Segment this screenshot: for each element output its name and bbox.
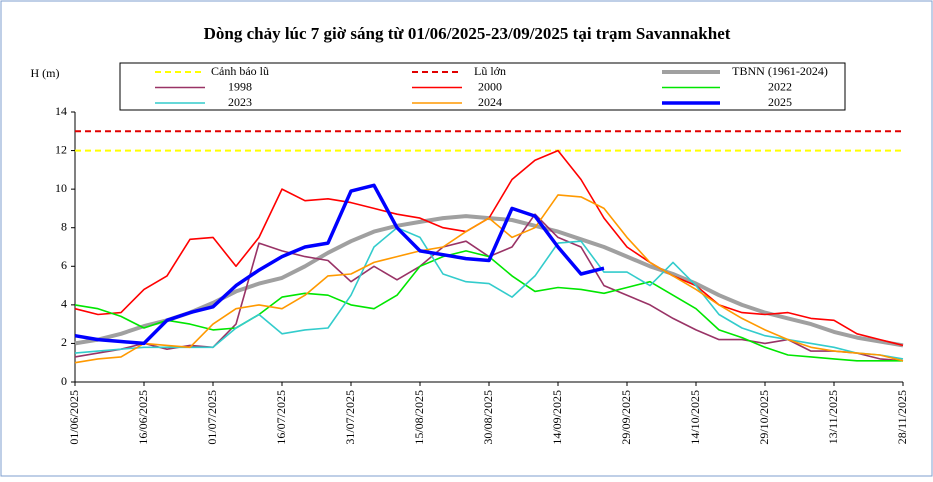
y-tick-label: 6 xyxy=(61,258,67,272)
x-tick-label: 16/07/2025 xyxy=(274,390,288,445)
legend-label: Lũ lớn xyxy=(474,64,506,78)
x-tick-label: 14/10/2025 xyxy=(688,390,702,445)
x-tick-label: 14/09/2025 xyxy=(550,390,564,445)
x-tick-label: 13/11/2025 xyxy=(826,390,840,444)
y-tick-label: 12 xyxy=(55,142,67,156)
x-tick-label: 28/11/2025 xyxy=(895,390,909,444)
series-line xyxy=(74,194,904,364)
y-tick-label: 4 xyxy=(61,297,67,311)
y-tick-label: 0 xyxy=(61,374,67,388)
series-line xyxy=(74,183,605,346)
x-tick-label: 29/10/2025 xyxy=(757,390,771,445)
x-tick-label: 01/06/2025 xyxy=(67,390,81,445)
y-tick-label: 8 xyxy=(61,219,67,233)
x-tick-label: 30/08/2025 xyxy=(481,390,495,445)
legend-label: 2022 xyxy=(768,79,792,93)
x-tick-label: 29/09/2025 xyxy=(619,390,633,445)
y-tick-label: 10 xyxy=(55,181,67,195)
y-axis-label: H (m) xyxy=(31,66,60,80)
x-tick-label: 15/08/2025 xyxy=(412,390,426,445)
x-tick-label: 16/06/2025 xyxy=(136,390,150,445)
legend-label: 2023 xyxy=(228,95,252,109)
x-tick-label: 31/07/2025 xyxy=(343,390,357,445)
legend-label: Cảnh báo lũ xyxy=(211,64,269,78)
y-tick-label: 2 xyxy=(61,335,67,349)
legend-label: TBNN (1961-2024) xyxy=(732,64,828,78)
y-tick-label: 14 xyxy=(55,104,67,118)
x-tick-label: 01/07/2025 xyxy=(205,390,219,445)
chart-title: Dòng chảy lúc 7 giờ sáng từ 01/06/2025-2… xyxy=(204,24,731,43)
legend-label: 1998 xyxy=(228,79,252,93)
legend xyxy=(119,62,846,111)
legend-label: 2024 xyxy=(478,95,502,109)
series-line xyxy=(74,226,904,360)
legend-label: 2025 xyxy=(768,95,792,109)
legend-label: 2000 xyxy=(478,79,502,93)
